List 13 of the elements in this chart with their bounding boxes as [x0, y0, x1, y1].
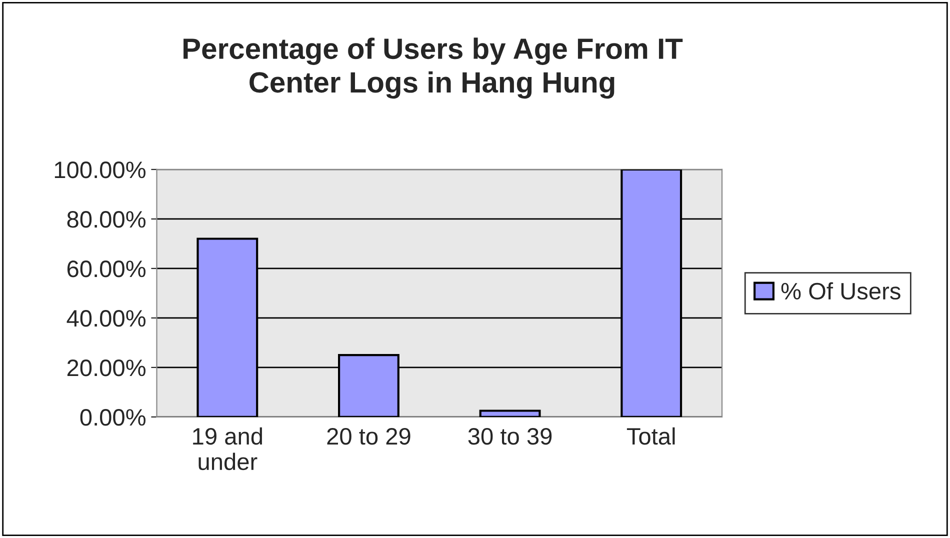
x-tick-label: 20 to 29	[327, 428, 410, 445]
y-tick-label: 40.00%	[66, 310, 146, 327]
y-tick-label: 0.00%	[80, 409, 146, 426]
y-tick-label: 20.00%	[67, 360, 146, 376]
x-tick-label: Total	[626, 427, 675, 445]
chart-title: Percentage of Users by Age From IT Center Logs in Hang Hung	[184, 38, 683, 99]
legend-label: % Of Users	[781, 282, 900, 300]
y-tick-label: 60.00%	[67, 260, 146, 278]
x-tick-label: 19 and under	[193, 427, 262, 470]
x-tick-label: 30 to 39	[468, 428, 552, 445]
y-tick-label: 100.00%	[54, 162, 146, 178]
bar	[479, 410, 541, 417]
y-tick-label: 80.00%	[67, 211, 146, 228]
